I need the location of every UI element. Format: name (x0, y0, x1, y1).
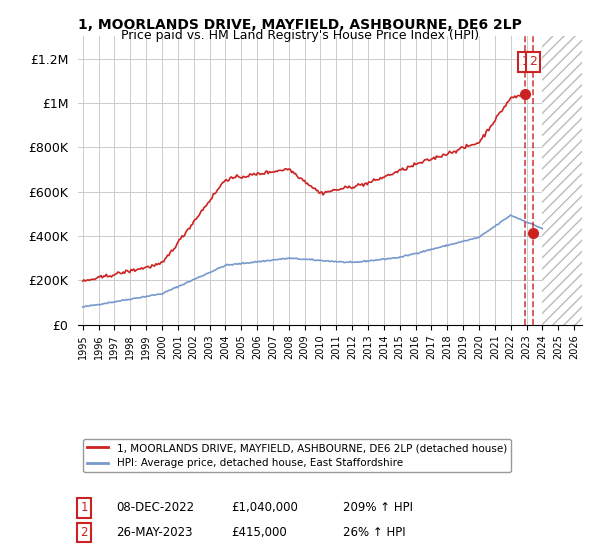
Text: 1, MOORLANDS DRIVE, MAYFIELD, ASHBOURNE, DE6 2LP: 1, MOORLANDS DRIVE, MAYFIELD, ASHBOURNE,… (78, 18, 522, 32)
Text: 08-DEC-2022: 08-DEC-2022 (116, 501, 194, 515)
Text: 2: 2 (529, 55, 537, 68)
Legend: 1, MOORLANDS DRIVE, MAYFIELD, ASHBOURNE, DE6 2LP (detached house), HPI: Average : 1, MOORLANDS DRIVE, MAYFIELD, ASHBOURNE,… (83, 439, 511, 473)
Text: £1,040,000: £1,040,000 (232, 501, 299, 515)
Text: Price paid vs. HM Land Registry's House Price Index (HPI): Price paid vs. HM Land Registry's House … (121, 29, 479, 42)
Bar (542, 36, 590, 325)
Text: £415,000: £415,000 (232, 526, 287, 539)
Text: 1: 1 (80, 501, 88, 515)
Text: 2: 2 (80, 526, 88, 539)
Text: 26% ↑ HPI: 26% ↑ HPI (343, 526, 405, 539)
Text: 1: 1 (521, 55, 529, 68)
Text: 26-MAY-2023: 26-MAY-2023 (116, 526, 193, 539)
Text: 209% ↑ HPI: 209% ↑ HPI (343, 501, 413, 515)
